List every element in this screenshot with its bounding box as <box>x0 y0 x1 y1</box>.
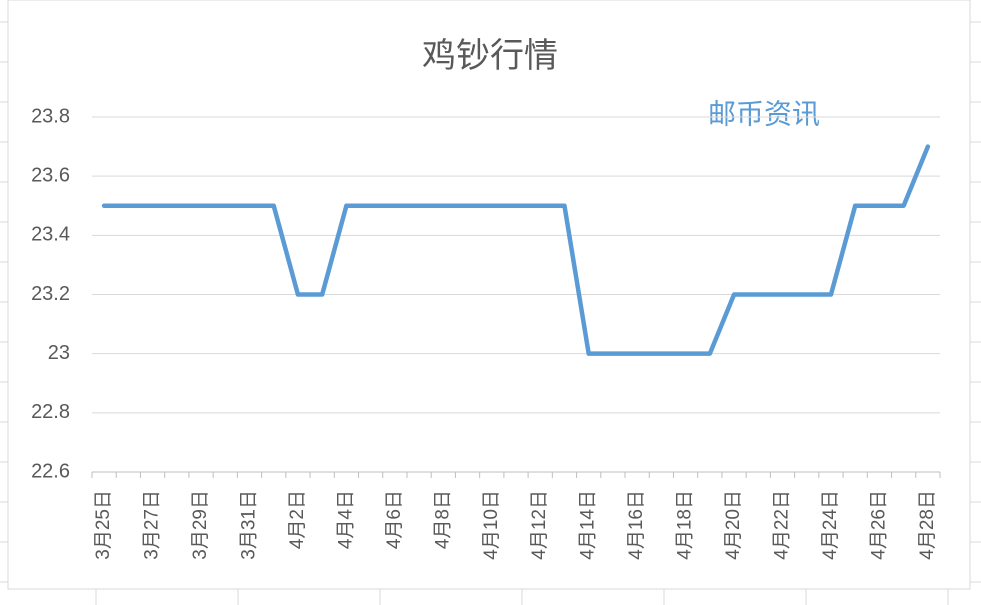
x-tick-label: 4月28日 <box>917 490 938 560</box>
x-tick-label: 4月20日 <box>723 490 744 560</box>
x-tick-label: 3月29日 <box>190 490 211 560</box>
x-tick-label: 4月22日 <box>772 490 793 560</box>
y-tick-label: 23.8 <box>31 105 70 127</box>
watermark: 邮币资讯 <box>708 98 820 129</box>
y-tick-label: 23 <box>48 342 70 364</box>
x-tick-label: 4月10日 <box>481 490 502 560</box>
x-tick-label: 3月31日 <box>239 490 260 560</box>
y-tick-label: 22.8 <box>31 401 70 423</box>
x-tick-label: 4月24日 <box>820 490 841 560</box>
x-tick-label: 4月12日 <box>529 490 550 560</box>
line-series <box>101 144 931 356</box>
y-tick-label: 23.2 <box>31 283 70 305</box>
y-tick-label: 22.6 <box>31 460 70 482</box>
x-tick-label: 4月18日 <box>675 490 696 560</box>
x-tick-label: 3月25日 <box>93 490 114 560</box>
x-tick-label: 4月4日 <box>335 490 356 549</box>
x-tick-label: 4月16日 <box>626 490 647 560</box>
x-tick-label: 4月26日 <box>868 490 889 560</box>
y-tick-label: 23.6 <box>31 164 70 186</box>
x-tick-label: 4月6日 <box>384 490 405 549</box>
x-tick-label: 4月8日 <box>432 490 453 549</box>
chart-title: 鸡钞行情 <box>422 37 558 75</box>
y-tick-label: 23.4 <box>31 224 70 246</box>
x-tick-label: 3月27日 <box>142 490 163 560</box>
x-tick-label: 4月14日 <box>578 490 599 560</box>
x-tick-label: 4月2日 <box>287 490 308 549</box>
